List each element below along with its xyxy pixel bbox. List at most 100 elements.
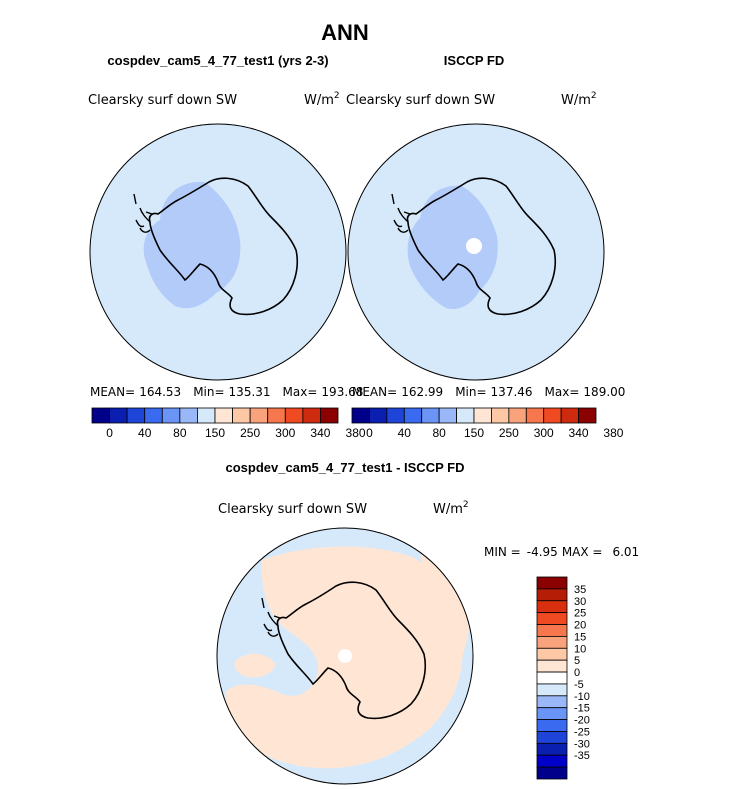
panel-right-stats: MEAN= 162.99 Min= 137.46 Max= 189.00 [352,385,625,399]
colorbar-right-swatch [421,407,440,424]
colorbar-left-label: 40 [138,426,152,440]
colorbar-left-swatch [197,407,216,424]
colorbar-right-swatch [456,407,475,424]
colorbar-right-swatch [560,407,579,424]
missing-data-pole-right [466,238,482,254]
panel-right-variable: Clearsky surf down SW [346,93,495,108]
colorbar-right-swatch [403,407,423,424]
colorbar-diff-swatch [536,766,568,780]
colorbar-diff-swatch [536,612,568,625]
colorbar-diff-label: 35 [574,584,586,596]
colorbar-left-label: 80 [173,426,187,440]
antarctica-coast-diff [276,581,427,720]
colorbar-left-swatch [267,407,286,424]
panel-right-title: ISCCP FD [444,53,504,68]
colorbar-right-swatch [351,407,370,424]
colorbar-right-swatch [525,407,545,424]
colorbar-left-swatch [161,407,181,424]
colorbar-right-swatch [438,407,457,424]
panel-left-title: cospdev_cam5_4_77_test1 (yrs 2-3) [107,53,328,68]
colorbar-left: 0 40 80 150 250 300 340 380 [91,407,366,440]
colorbar-left-swatch [214,407,233,424]
colorbar-right-label: 150 [464,426,484,440]
colorbar-right-label: 80 [432,426,446,440]
colorbar-left-label: 150 [205,426,225,440]
colorbar-left-label: 0 [106,426,113,440]
colorbar-diff-swatch [536,731,568,744]
colorbar-diff-swatch [536,647,568,661]
colorbar-left-swatch [232,407,251,424]
colorbar-left-swatch [179,407,198,424]
colorbar-diff-swatch [536,636,568,649]
colorbar-right-swatch [543,407,562,424]
colorbar-diff-swatch [536,600,568,614]
colorbar-diff-label: -5 [574,679,584,691]
colorbar-right-label: 40 [398,426,412,440]
colorbar-left-swatch [109,407,128,424]
colorbar-right-label: 380 [603,426,623,440]
map-boundary-diff [216,527,474,785]
colorbar-diff-swatch [536,719,568,732]
colorbar-diff-label: 0 [574,667,580,679]
colorbar-diff-swatch [536,683,568,697]
colorbar-left-label: 300 [275,426,295,440]
main-title: ANN [321,20,369,45]
colorbar-diff-label: 15 [574,631,586,643]
map-left [89,123,347,381]
colorbar-diff-swatch [536,576,568,590]
colorbar-diff-label: -20 [574,715,590,727]
colorbar-diff-swatch [536,671,568,685]
map-boundary-right [347,123,605,381]
colorbar-right-label: 340 [569,426,589,440]
colorbar-diff-label: -25 [574,726,590,738]
panel-left-units: W/m2 [304,91,340,108]
colorbar-right-label: 0 [366,426,373,440]
colorbar-left-swatch [249,407,269,424]
colorbar-diff-swatch [536,659,568,673]
antarctic-peninsula-diff [261,597,281,637]
colorbar-diff-swatch [536,695,568,709]
diff-panel-variable: Clearsky surf down SW [218,502,367,517]
colorbar-diff-label: 25 [574,608,586,620]
colorbar-left-swatch [91,407,110,424]
colorbar-diff-label: -30 [574,738,590,750]
colorbar-left-label: 380 [346,426,366,440]
colorbar-diff-label: 20 [574,620,586,632]
colorbar-diff-label: -10 [574,691,590,703]
map-boundary-left [89,123,347,381]
colorbar-diff-label: -15 [574,703,590,715]
colorbar-right-swatch [578,407,597,424]
low-value-region-right [407,185,498,310]
colorbar-left-swatch [320,407,339,424]
antarctica-coast-right [406,177,557,316]
map-diff [216,527,474,785]
colorbar-left-swatch [284,407,304,424]
missing-data-pole-diff [338,649,352,663]
colorbar-right: 0 40 80 150 250 300 340 380 [351,407,624,440]
panel-right-units: W/m2 [561,91,597,108]
colorbar-left-label: 250 [240,426,260,440]
colorbar-left-swatch [144,407,163,424]
diff-panel-units: W/m2 [433,500,469,517]
colorbar-diff-label: 5 [574,655,580,667]
antarctic-peninsula-left [133,193,153,233]
colorbar-diff-swatch [536,742,568,756]
colorbar-diff-swatch [536,754,568,768]
colorbar-left-swatch [302,407,321,424]
colorbar-right-swatch [491,407,510,424]
colorbar-diff-swatch [536,707,568,720]
panel-left-stats: MEAN= 164.53 Min= 135.31 Max= 193.68 [90,385,363,399]
diff-panel-title: cospdev_cam5_4_77_test1 - ISCCP FD [226,460,465,475]
colorbar-right-swatch [508,407,527,424]
panel-left-variable: Clearsky surf down SW [88,93,237,108]
colorbar-right-swatch [369,407,388,424]
colorbar-right-swatch [386,407,405,424]
colorbar-right-label: 250 [499,426,519,440]
positive-diff-region-west [234,653,276,678]
positive-diff-region-east [419,536,470,656]
colorbar-diff-label: -35 [574,750,590,762]
colorbar-diff-swatch [536,624,568,637]
antarctic-peninsula-right [391,193,411,233]
